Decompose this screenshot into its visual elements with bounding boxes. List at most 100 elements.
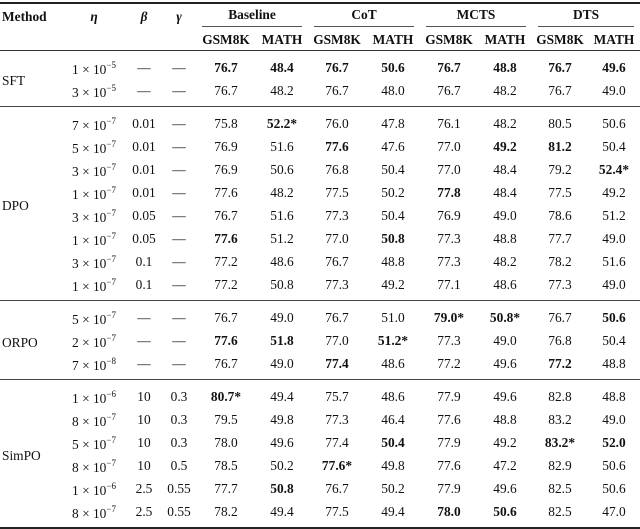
score-cell: 50.6: [602, 480, 626, 496]
eta-exponent: −6: [106, 481, 116, 491]
eta-exponent: −7: [106, 185, 116, 195]
score-cell: 77.0: [325, 332, 349, 348]
score-cell: 50.4: [602, 332, 626, 348]
score-cell: 49.6: [493, 388, 517, 404]
gamma-cell: —: [172, 253, 186, 269]
beta-cell: 0.01: [132, 115, 156, 131]
score-cell: 76.7: [437, 82, 461, 98]
beta-cell: 10: [137, 457, 151, 473]
eta-cell: 3 × 10−7: [72, 208, 116, 225]
score-cell: 76.8: [548, 332, 572, 348]
beta-cell: 0.01: [132, 161, 156, 177]
score-cell: 77.6*: [321, 457, 353, 473]
score-cell: 76.1: [437, 115, 461, 131]
score-cell: 76.9: [214, 138, 238, 154]
score-cell: 79.2: [548, 161, 572, 177]
beta-cell: 0.01: [132, 184, 156, 200]
eta-cell: 1 × 10−7: [72, 231, 116, 248]
score-cell: 77.0: [325, 230, 349, 246]
eta-cell: 3 × 10−7: [72, 162, 116, 179]
score-cell: 77.5: [548, 184, 572, 200]
eta-mantissa: 7: [72, 358, 79, 373]
table-row: 2 × 10−7 — — 77.6 51.8 77.0 51.2* 77.3 49.0 76.8 5…: [0, 329, 640, 352]
score-cell: 49.0: [270, 355, 294, 371]
score-cell: 76.7: [548, 59, 572, 75]
score-cell: 49.2: [493, 138, 517, 154]
eta-cell: 3 × 10−7: [72, 254, 116, 271]
score-cell: 49.4: [381, 503, 405, 519]
beta-cell: 10: [137, 411, 151, 427]
gamma-cell: 0.55: [167, 480, 191, 496]
header-group-mcts: MCTS: [426, 7, 526, 27]
eta-mantissa: 3: [72, 210, 79, 225]
gamma-cell: —: [172, 207, 186, 223]
score-cell: 76.7: [214, 59, 238, 75]
score-cell: 76.9: [437, 207, 461, 223]
score-cell: 50.6: [602, 115, 626, 131]
header-math: MATH: [261, 31, 303, 47]
score-cell: 47.2: [493, 457, 517, 473]
score-cell: 50.4: [381, 434, 405, 450]
table-row: 1 × 10−7 0.05 — 77.6 51.2 77.0 50.8 77.3 48.8 77.…: [0, 227, 640, 250]
eta-mantissa: 1: [72, 62, 79, 77]
score-cell: 77.1: [437, 276, 461, 292]
score-cell: 82.5: [548, 480, 572, 496]
eta-cell: 1 × 10−6: [72, 389, 116, 406]
table-row: 3 × 10−7 0.1 — 77.2 48.6 76.7 48.8 77.3 48.2 78.2…: [0, 250, 640, 273]
score-cell: 77.7: [214, 480, 238, 496]
score-cell: 48.4: [493, 161, 517, 177]
score-cell: 81.2: [548, 138, 572, 154]
eta-cell: 1 × 10−5: [72, 60, 116, 77]
score-cell: 77.3: [548, 276, 572, 292]
eta-cell: 1 × 10−7: [72, 277, 116, 294]
score-cell: 76.7: [325, 59, 349, 75]
score-cell: 76.9: [214, 161, 238, 177]
header-math: MATH: [484, 31, 526, 47]
score-cell: 48.2: [493, 82, 517, 98]
score-cell: 82.8: [548, 388, 572, 404]
score-cell: 48.6: [270, 253, 294, 269]
score-cell: 77.6: [214, 230, 238, 246]
eta-mantissa: 5: [72, 437, 79, 452]
score-cell: 76.7: [325, 480, 349, 496]
score-cell: 77.3: [325, 276, 349, 292]
eta-cell: 5 × 10−7: [72, 435, 116, 452]
gamma-cell: —: [172, 355, 186, 371]
header-gamma: γ: [176, 8, 182, 24]
score-cell: 50.6: [381, 59, 405, 75]
method-name: SimPO: [2, 448, 41, 463]
eta-mantissa: 3: [72, 256, 79, 271]
score-cell: 77.8: [437, 184, 461, 200]
table-row: 8 × 10−7 10 0.5 78.5 50.2 77.6* 49.8 77.6 47.2 82…: [0, 454, 640, 477]
score-cell: 48.8: [602, 388, 626, 404]
score-cell: 50.6: [602, 309, 626, 325]
score-cell: 78.5: [214, 457, 238, 473]
beta-cell: 0.01: [132, 138, 156, 154]
score-cell: 50.4: [602, 138, 626, 154]
beta-cell: 0.1: [135, 276, 153, 292]
score-cell: 77.9: [437, 388, 461, 404]
beta-cell: 2.5: [135, 480, 153, 496]
gamma-cell: —: [172, 161, 186, 177]
beta-cell: 0.05: [132, 207, 156, 223]
score-cell: 78.0: [437, 503, 461, 519]
eta-exponent: −7: [106, 116, 116, 126]
score-cell: 49.8: [270, 411, 294, 427]
gamma-cell: —: [172, 59, 186, 75]
eta-mantissa: 1: [72, 233, 79, 248]
eta-mantissa: 1: [72, 187, 79, 202]
score-cell: 50.4: [381, 161, 405, 177]
eta-cell: 3 × 10−5: [72, 83, 116, 100]
score-cell: 49.6: [602, 59, 626, 75]
beta-cell: —: [137, 355, 151, 371]
score-cell: 77.6: [325, 138, 349, 154]
score-cell: 49.0: [602, 230, 626, 246]
beta-cell: 10: [137, 434, 151, 450]
score-cell: 50.8: [270, 480, 294, 496]
header-math: MATH: [372, 31, 414, 47]
gamma-cell: —: [172, 184, 186, 200]
eta-mantissa: 3: [72, 164, 79, 179]
eta-exponent: −7: [106, 333, 116, 343]
score-cell: 77.2: [437, 355, 461, 371]
eta-mantissa: 7: [72, 118, 79, 133]
